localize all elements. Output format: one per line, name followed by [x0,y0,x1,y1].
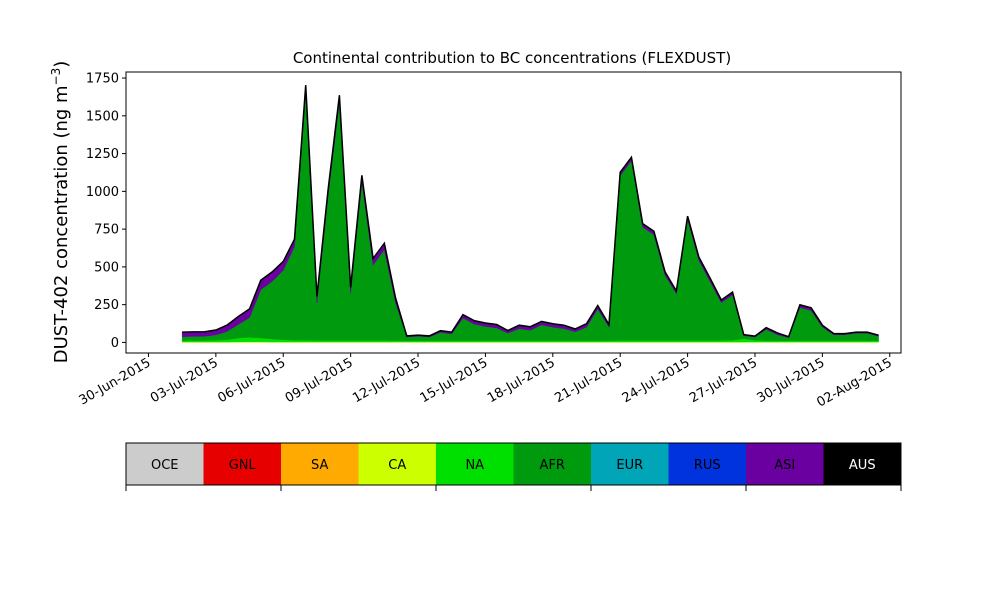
legend-label: ASI [774,458,795,473]
legend-swatch-oce [126,443,204,485]
legend: OCE GNL SA CA NA AFR EUR RUS ASI AUS [125,442,902,491]
legend-frame [125,442,902,486]
legend-swatch-afr [513,443,592,485]
y-axis-label-superscript: −3 [49,68,63,86]
y-axis-label-main: DUST-402 concentration (ng m [51,85,72,363]
legend-label: NA [465,458,484,473]
x-tick-label: 06-Jul-2015 [215,355,288,406]
plot-frame [125,71,902,354]
y-tick-label: 1250 [86,147,119,162]
legend-label: AFR [540,458,565,473]
legend-swatch-rus [668,443,747,485]
legend-swatch-eur [591,443,669,485]
legend-label: AUS [849,458,876,473]
y-tick-label: 0 [111,336,119,351]
x-tick-label: 12-Jul-2015 [350,355,423,406]
x-tick-label: 03-Jul-2015 [148,355,221,406]
total-outline [182,85,879,338]
legend-swatch-aus [823,443,902,485]
y-axis-label: DUST-402 concentration (ng m−3) [49,61,72,364]
x-tick-label: 18-Jul-2015 [485,355,558,406]
legend-swatch-na [436,443,514,485]
y-tick-label: 1500 [86,109,119,124]
legend-swatch-ca [358,443,437,485]
legend-label: RUS [694,458,721,473]
area-series-afr [181,92,879,342]
x-tick-label: 09-Jul-2015 [283,355,356,406]
legend-swatch-gnl [203,443,282,485]
legend-label: GNL [229,458,257,473]
legend-swatch-asi [746,443,824,485]
y-axis-label-suffix: ) [51,61,72,68]
legend-label: SA [311,458,328,473]
chart-title: Continental contribution to BC concentra… [293,49,731,67]
x-axis: 30-Jun-201503-Jul-201506-Jul-201509-Jul-… [77,353,895,411]
x-tick-label: 21-Jul-2015 [552,355,625,406]
y-tick-label: 250 [94,298,119,313]
y-tick-label: 1750 [86,72,119,87]
legend-label: CA [388,458,406,473]
y-tick-label: 1000 [86,185,119,200]
x-tick-label: 27-Jul-2015 [687,355,760,406]
legend-label: EUR [616,458,643,473]
y-axis: 0 250 500 750 1000 1250 1500 1750 [86,72,126,351]
x-tick-label: 15-Jul-2015 [418,355,491,406]
legend-swatch-sa [281,443,359,485]
y-tick-label: 500 [94,260,119,275]
x-tick-label: 24-Jul-2015 [620,355,693,406]
x-tick-label: 30-Jun-2015 [77,355,154,408]
plot-areas [181,85,879,343]
legend-label: OCE [151,458,179,473]
x-tick-label: 02-Aug-2015 [814,355,894,410]
y-tick-label: 750 [94,223,119,238]
